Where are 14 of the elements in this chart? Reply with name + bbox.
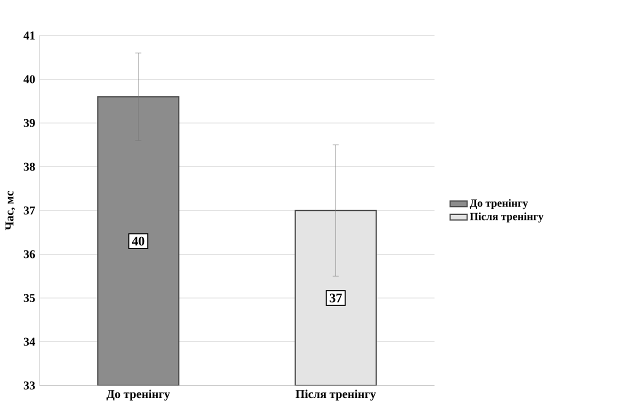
- y-axis-title: Час, мс: [6, 191, 16, 230]
- y-tick-label: 39: [24, 118, 35, 128]
- y-tick-label: 40: [24, 75, 35, 84]
- y-tick-label: 38: [24, 162, 35, 171]
- y-tick-label: 41: [24, 32, 35, 40]
- y-tick-label: 37: [24, 206, 36, 215]
- y-tick-label: 33: [24, 381, 35, 390]
- data-label: 40: [132, 236, 144, 246]
- y-tick-label: 35: [24, 294, 35, 302]
- legend-label: До тренінгу: [470, 199, 528, 210]
- y-tick-label: 36: [24, 250, 35, 258]
- data-label: 37: [330, 294, 342, 302]
- legend-label: Після тренінгу: [470, 212, 544, 222]
- y-tick-label: 34: [24, 338, 36, 346]
